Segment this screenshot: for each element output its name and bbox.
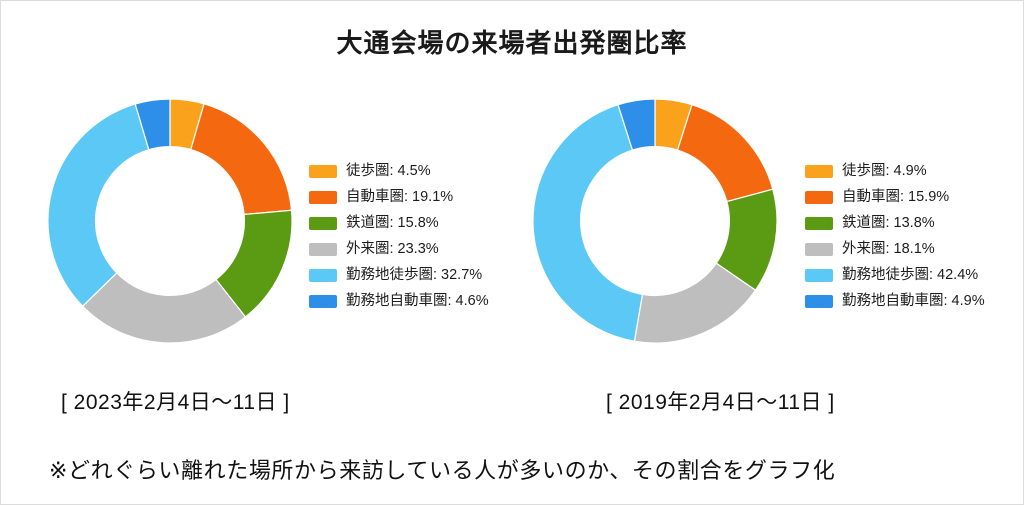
chart-caption-left: [ 2023年2月4日〜11日 ] [61, 391, 290, 414]
legend-item[interactable]: 勤務地徒歩圏: 42.4% [805, 262, 985, 288]
donut-panel-2019: 徒歩圏: 4.9% 自動車圏: 15.9% 鉄道圏: 13.8% 外来圏: 18… [509, 96, 1009, 371]
legend-item-label: 勤務地徒歩圏: 42.4% [842, 266, 979, 283]
legend-item-label: 勤務地自動車圏: 4.9% [842, 292, 985, 309]
legend-swatch-icon [805, 242, 833, 256]
donut-slice[interactable] [47, 103, 150, 308]
legend-item-label: 勤務地自動車圏: 4.6% [346, 292, 489, 309]
legend-item-label: 徒歩圏: 4.9% [842, 162, 927, 179]
legend-item[interactable]: 勤務地徒歩圏: 32.7% [309, 262, 489, 288]
donut-slice[interactable] [676, 103, 774, 203]
legend-item[interactable]: 勤務地自動車圏: 4.6% [309, 288, 489, 314]
legend-2019: 徒歩圏: 4.9% 自動車圏: 15.9% 鉄道圏: 13.8% 外来圏: 18… [805, 158, 985, 314]
legend-item[interactable]: 徒歩圏: 4.5% [309, 158, 489, 184]
donut-svg-2023 [47, 98, 293, 344]
legend-item-label: 自動車圏: 15.9% [842, 188, 950, 205]
legend-swatch-icon [805, 190, 833, 204]
donut-slice[interactable] [532, 103, 644, 342]
donut-chart-2023 [45, 96, 295, 346]
legend-item[interactable]: 自動車圏: 15.9% [805, 184, 985, 210]
legend-swatch-icon [805, 268, 833, 282]
legend-swatch-icon [309, 190, 337, 204]
donut-slice[interactable] [617, 98, 656, 151]
donut-slice[interactable] [190, 103, 293, 216]
legend-item[interactable]: 徒歩圏: 4.9% [805, 158, 985, 184]
legend-swatch-icon [309, 268, 337, 282]
legend-swatch-icon [309, 216, 337, 230]
legend-swatch-icon [805, 294, 833, 308]
donut-chart-2019 [530, 96, 780, 346]
legend-swatch-icon [805, 216, 833, 230]
legend-item[interactable]: 鉄道圏: 15.8% [309, 210, 489, 236]
legend-item-label: 勤務地徒歩圏: 32.7% [346, 266, 483, 283]
legend-item-label: 外来圏: 23.3% [346, 240, 439, 257]
legend-item[interactable]: 自動車圏: 19.1% [309, 184, 489, 210]
legend-item[interactable]: 外来圏: 23.3% [309, 236, 489, 262]
legend-item-label: 外来圏: 18.1% [842, 240, 935, 257]
donut-slice-group-2023 [47, 98, 293, 344]
legend-item-label: 徒歩圏: 4.5% [346, 162, 431, 179]
legend-item[interactable]: 外来圏: 18.1% [805, 236, 985, 262]
legend-2023: 徒歩圏: 4.5% 自動車圏: 19.1% 鉄道圏: 15.8% 外来圏: 23… [309, 158, 489, 314]
legend-item-label: 鉄道圏: 15.8% [346, 214, 439, 231]
donut-panel-2023: 徒歩圏: 4.5% 自動車圏: 19.1% 鉄道圏: 15.8% 外来圏: 23… [19, 96, 509, 371]
page-title: 大通会場の来場者出発圏比率 [336, 28, 688, 58]
chart-caption-right: [ 2019年2月4日〜11日 ] [606, 391, 835, 414]
legend-swatch-icon [309, 242, 337, 256]
legend-item-label: 自動車圏: 19.1% [346, 188, 454, 205]
legend-item[interactable]: 勤務地自動車圏: 4.9% [805, 288, 985, 314]
legend-item-label: 鉄道圏: 13.8% [842, 214, 935, 231]
legend-swatch-icon [805, 164, 833, 178]
legend-swatch-icon [309, 294, 337, 308]
donut-slice-group-2019 [532, 98, 778, 344]
footnote-text: ※どれぐらい離れた場所から来訪している人が多いのか、その割合をグラフ化 [49, 458, 836, 483]
legend-swatch-icon [309, 164, 337, 178]
legend-item[interactable]: 鉄道圏: 13.8% [805, 210, 985, 236]
donut-slice[interactable] [134, 98, 171, 151]
donut-svg-2019 [532, 98, 778, 344]
